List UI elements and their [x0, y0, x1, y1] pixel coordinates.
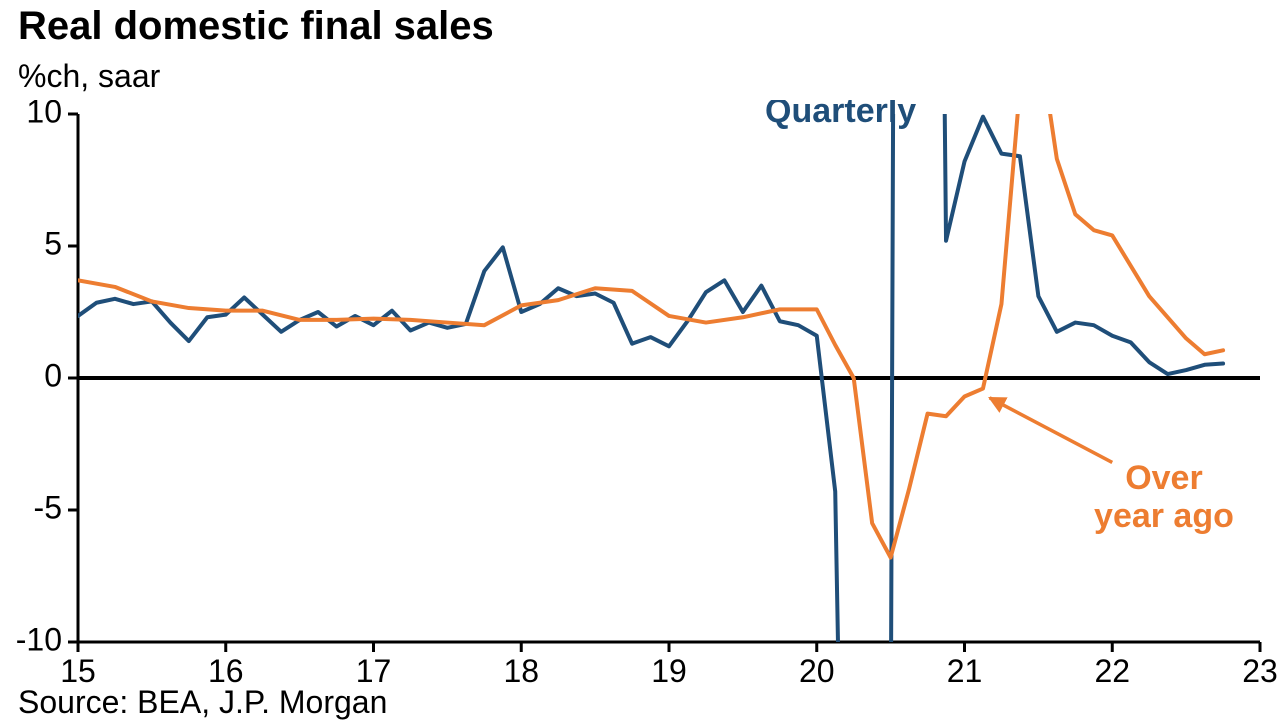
x-tick-label: 20	[799, 653, 835, 689]
chart-subtitle: %ch, saar	[18, 58, 160, 95]
label-arrow-over_year_ago	[990, 398, 1113, 463]
series-label-over_year_ago: year ago	[1094, 497, 1234, 535]
y-tick-label: 0	[44, 357, 62, 393]
y-tick-label: -10	[16, 621, 62, 657]
y-tick-label: 10	[26, 100, 62, 129]
chart-container: Real domestic final sales %ch, saar -10 -…	[0, 0, 1288, 725]
chart-source: Source: BEA, J.P. Morgan	[18, 684, 387, 721]
x-tick-label: 23	[1242, 653, 1278, 689]
series-over_year_ago	[78, 100, 1223, 558]
series-label-quarterly: Quarterly	[765, 100, 916, 130]
x-tick-label: 22	[1094, 653, 1130, 689]
y-tick-label: -5	[34, 489, 62, 525]
x-tick-label: 18	[503, 653, 539, 689]
series-quarterly	[78, 100, 1223, 690]
x-tick-label: 19	[651, 653, 687, 689]
chart-svg: -10-50510151617181920212223QuarterlyOver…	[0, 100, 1288, 690]
series-group	[78, 100, 1223, 690]
chart-title: Real domestic final sales	[18, 4, 494, 49]
chart-plot-area: -10-50510151617181920212223QuarterlyOver…	[0, 100, 1288, 690]
y-tick-label: 5	[44, 225, 62, 261]
series-label-over_year_ago: Over	[1125, 459, 1203, 497]
x-tick-label: 21	[947, 653, 983, 689]
